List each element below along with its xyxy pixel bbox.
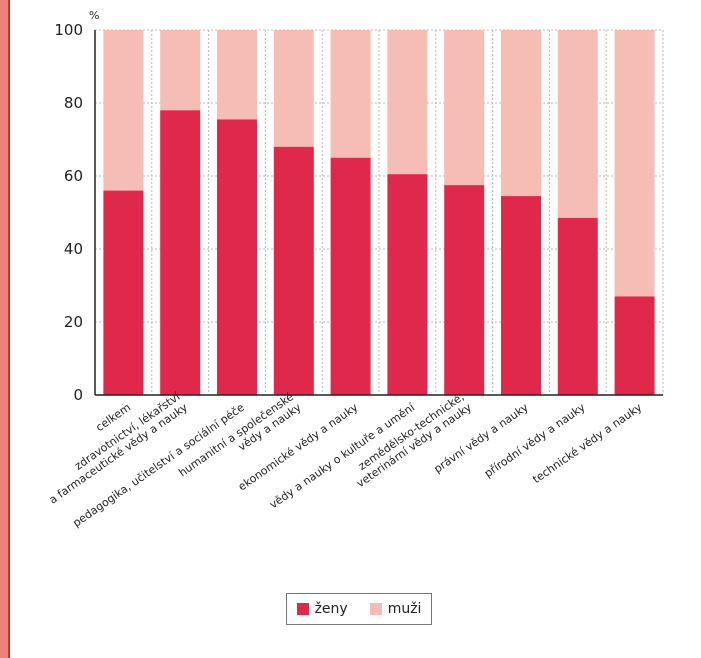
legend-item-muzi: muži: [370, 601, 422, 617]
x-category-label-6-line-1: veterinární vědy a nauky: [354, 401, 474, 491]
x-category-label-8-line-0: přírodní vědy a nauky: [482, 401, 588, 481]
bar-zeny-9: [615, 296, 655, 395]
bar-muzi-9: [615, 30, 655, 296]
y-tick-label-5: 100: [54, 21, 83, 39]
bar-muzi-3: [274, 30, 314, 147]
x-category-label-9-line-0: technické vědy a nauky: [530, 401, 644, 487]
bar-zeny-8: [558, 218, 598, 395]
bar-muzi-2: [217, 30, 257, 119]
bar-zeny-0: [103, 191, 143, 395]
y-tick-label-1: 20: [64, 313, 83, 331]
bar-zeny-3: [274, 147, 314, 395]
legend-swatch-zeny: [297, 603, 309, 615]
legend-swatch-muzi: [370, 603, 382, 615]
y-tick-label-0: 0: [73, 386, 83, 404]
chart-legend: ženy muži: [286, 593, 432, 625]
bar-zeny-6: [444, 185, 484, 395]
bar-muzi-7: [501, 30, 541, 196]
bar-zeny-5: [387, 174, 427, 395]
y-tick-label-2: 40: [64, 240, 83, 258]
bar-muzi-6: [444, 30, 484, 185]
legend-item-zeny: ženy: [297, 601, 348, 617]
bar-zeny-1: [160, 110, 200, 395]
bar-zeny-2: [217, 119, 257, 395]
y-unit-label: %: [89, 9, 99, 22]
bar-muzi-0: [103, 30, 143, 191]
bar-muzi-1: [160, 30, 200, 110]
bar-zeny-4: [331, 158, 371, 395]
legend-label-muzi: muži: [388, 601, 422, 617]
x-category-label-9: technické vědy a nauky: [530, 401, 644, 487]
x-category-label-8: přírodní vědy a nauky: [482, 401, 588, 481]
bar-muzi-5: [387, 30, 427, 174]
legend-label-zeny: ženy: [315, 601, 348, 617]
y-tick-label-4: 80: [64, 94, 83, 112]
bar-muzi-4: [331, 30, 371, 158]
bar-zeny-7: [501, 196, 541, 395]
bar-muzi-8: [558, 30, 598, 218]
y-tick-label-3: 60: [64, 167, 83, 185]
